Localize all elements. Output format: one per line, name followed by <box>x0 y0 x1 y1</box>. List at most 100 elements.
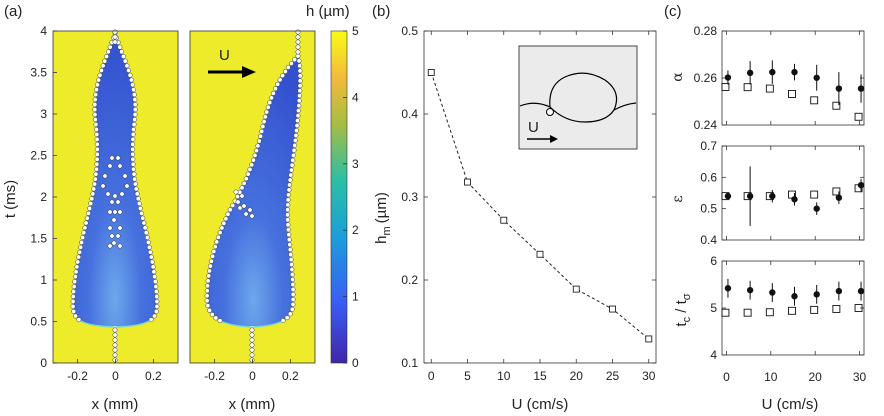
rim-dot <box>83 220 89 226</box>
rim-dot <box>140 215 146 221</box>
rim-dot <box>132 97 138 103</box>
rim-dot <box>296 98 302 104</box>
rim-dot <box>109 155 115 161</box>
rim-dot <box>88 201 94 207</box>
rim-dot <box>269 95 274 101</box>
data-point-hm <box>500 216 508 224</box>
rim-dot <box>154 294 160 299</box>
data-point-circle <box>724 74 732 81</box>
rim-dot <box>230 202 236 208</box>
data-point-hm <box>609 305 616 313</box>
rim-dot <box>82 225 88 231</box>
rim-dot <box>150 264 156 270</box>
rim-dot <box>277 77 283 83</box>
data-point-hm <box>645 335 653 343</box>
rim-dot <box>254 148 259 154</box>
rim-dot <box>272 86 278 92</box>
rim-dot <box>264 109 270 115</box>
rim-dot <box>204 293 210 299</box>
rim-dots-left <box>70 29 160 363</box>
rim-dot <box>249 162 255 168</box>
rim-dot <box>239 185 245 191</box>
rim-dot <box>293 133 299 138</box>
inset-arrow-head <box>550 135 558 143</box>
rim-dot <box>295 49 301 55</box>
rim-dot <box>287 242 293 248</box>
flow-arrow-head <box>242 66 256 78</box>
rim-dot <box>71 284 77 290</box>
rim-dot <box>215 234 221 240</box>
rim-dot <box>243 176 249 182</box>
rim-dot <box>249 327 255 333</box>
rim-dot <box>280 73 286 79</box>
rim-dot <box>217 318 223 324</box>
rim-dot <box>133 186 139 192</box>
data-point-square <box>721 82 730 91</box>
inset-bubble-bottom <box>549 106 615 123</box>
panel-c-frame <box>721 260 865 356</box>
inset: U <box>518 45 638 150</box>
rim-dot <box>262 114 268 120</box>
data-point-square <box>743 83 752 92</box>
rim-dot <box>141 220 147 226</box>
rim-dot <box>94 131 100 137</box>
rim-dot <box>255 143 261 149</box>
rim-dot <box>92 102 98 108</box>
rim-dot <box>286 237 292 243</box>
panel-c-alpha-axes: 0.24 0.26 0.28 <box>694 24 865 132</box>
rim-dot <box>126 68 132 73</box>
rim-dot <box>127 72 133 78</box>
rim-dot <box>204 298 210 304</box>
x-tick-label-a: -0.2 <box>67 369 88 383</box>
rim-dot <box>139 210 145 216</box>
rim-dot <box>100 63 106 69</box>
colorbar-tick-label: 4 <box>352 90 359 104</box>
rim-dot <box>261 119 267 125</box>
y-tick-label-c: 0.7 <box>700 139 717 153</box>
y-tick-label-c: 0.5 <box>700 202 717 216</box>
rim-dot <box>288 257 294 263</box>
rim-dot <box>73 269 79 275</box>
rim-dot <box>107 225 113 231</box>
panel-c-epsilon-ylabel: ε <box>670 195 686 202</box>
data-point-circle <box>769 289 776 296</box>
panel-c-frame <box>721 30 865 126</box>
rim-dot <box>207 307 212 313</box>
rim-dot <box>249 213 255 219</box>
rim-dot <box>117 44 123 50</box>
rim-dot <box>131 171 137 177</box>
x-tick-label-c: 10 <box>764 370 778 384</box>
data-point-hm <box>464 178 471 186</box>
rim-dot <box>105 191 111 197</box>
y-tick-label-c: 0.24 <box>694 118 718 132</box>
rim-dot <box>131 122 137 127</box>
data-point-circle <box>791 68 798 76</box>
rim-dot <box>94 141 100 147</box>
rim-dot <box>107 163 113 169</box>
rim-dot <box>267 100 273 105</box>
rim-dot <box>130 151 136 157</box>
x-tick-label-c: 30 <box>853 370 867 384</box>
rim-dot <box>70 299 76 304</box>
panel-b-label: (b) <box>372 3 390 20</box>
rim-dot <box>90 191 96 197</box>
rim-dot <box>287 311 293 317</box>
rim-dot <box>296 58 302 64</box>
data-point-hm <box>427 69 435 76</box>
rim-dot <box>296 103 302 109</box>
rim-dot <box>217 230 223 235</box>
rim-dot <box>205 283 211 289</box>
rim-dot <box>79 239 85 245</box>
rim-dot <box>284 315 290 321</box>
rim-dot <box>94 136 100 142</box>
data-point-square <box>788 190 796 199</box>
rim-dot <box>233 189 239 195</box>
y-tick-label-b: 0.4 <box>401 107 418 121</box>
y-tick-label-a: 4 <box>40 24 47 38</box>
rim-dot <box>247 167 253 172</box>
x-tick-label-a: 0.2 <box>145 369 162 383</box>
data-point-circle <box>857 287 865 295</box>
rim-dot <box>295 34 301 40</box>
rim-dot <box>154 304 160 309</box>
rim-dot <box>153 284 159 290</box>
